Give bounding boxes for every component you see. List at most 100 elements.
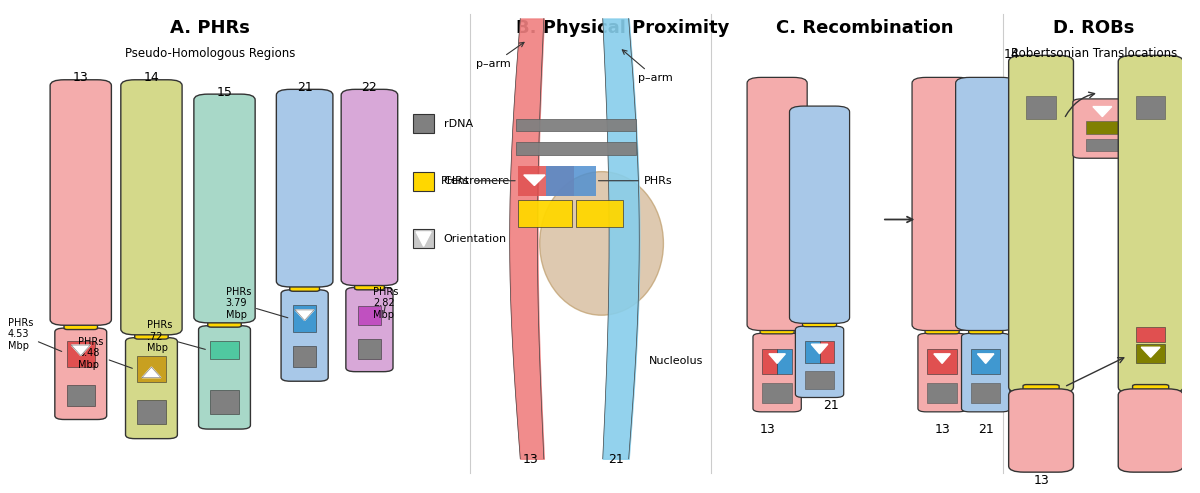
FancyBboxPatch shape — [1009, 389, 1074, 472]
Bar — [358, 306, 382, 325]
Text: 21: 21 — [978, 423, 994, 436]
Bar — [1136, 327, 1165, 342]
Bar — [1086, 139, 1118, 151]
FancyBboxPatch shape — [925, 323, 959, 334]
Text: PHRs: PHRs — [440, 176, 515, 186]
Bar — [971, 349, 1001, 374]
Polygon shape — [142, 367, 161, 378]
Bar — [928, 383, 956, 403]
Text: 13: 13 — [1033, 474, 1049, 487]
Text: Robertsonian Translocations: Robertsonian Translocations — [1010, 47, 1177, 60]
FancyBboxPatch shape — [354, 279, 384, 290]
Text: PHRs
4.53
Mbp: PHRs 4.53 Mbp — [7, 317, 61, 352]
Bar — [1026, 96, 1056, 119]
Text: 21: 21 — [296, 81, 312, 94]
FancyBboxPatch shape — [194, 94, 256, 323]
Bar — [805, 341, 820, 363]
Text: 14: 14 — [144, 71, 160, 84]
Text: rDNA: rDNA — [444, 119, 473, 129]
Bar — [137, 400, 166, 423]
Text: Centromere: Centromere — [444, 176, 510, 186]
FancyBboxPatch shape — [1118, 55, 1183, 393]
Text: 13: 13 — [523, 453, 539, 466]
Polygon shape — [1093, 106, 1111, 117]
Bar — [137, 356, 166, 382]
Bar — [971, 383, 1001, 403]
Text: 15: 15 — [216, 85, 233, 99]
Text: PHRs
3.79
Mbp: PHRs 3.79 Mbp — [226, 286, 288, 320]
Text: PHRs
6.48
Mbp: PHRs 6.48 Mbp — [78, 337, 132, 370]
Bar — [210, 390, 239, 414]
Text: 13: 13 — [935, 423, 950, 436]
FancyBboxPatch shape — [126, 338, 178, 439]
Bar — [762, 349, 778, 374]
FancyBboxPatch shape — [121, 80, 182, 335]
Text: p–arm: p–arm — [623, 50, 673, 83]
Polygon shape — [934, 354, 950, 363]
Text: 14: 14 — [1004, 48, 1020, 61]
Polygon shape — [295, 310, 314, 320]
FancyBboxPatch shape — [968, 323, 1003, 334]
Bar — [805, 371, 834, 389]
FancyBboxPatch shape — [918, 333, 966, 412]
Text: p–arm: p–arm — [475, 42, 524, 69]
Bar — [576, 200, 623, 227]
Polygon shape — [71, 345, 90, 355]
FancyBboxPatch shape — [1133, 385, 1169, 395]
Bar — [546, 166, 595, 196]
Bar — [413, 229, 434, 248]
FancyBboxPatch shape — [198, 326, 251, 429]
FancyBboxPatch shape — [912, 77, 972, 330]
Bar — [1136, 344, 1165, 363]
Polygon shape — [1141, 347, 1160, 357]
Bar — [516, 118, 636, 131]
Polygon shape — [811, 344, 828, 354]
Bar — [762, 383, 792, 403]
FancyBboxPatch shape — [961, 333, 1010, 412]
Text: 13: 13 — [73, 71, 89, 84]
Bar — [1086, 121, 1118, 134]
Text: C. Recombination: C. Recombination — [775, 19, 953, 36]
Polygon shape — [769, 354, 785, 363]
Text: PHRs
2.82
Mbp: PHRs 2.82 Mbp — [373, 286, 398, 320]
FancyBboxPatch shape — [1024, 385, 1060, 395]
FancyBboxPatch shape — [50, 80, 112, 325]
Text: 13: 13 — [760, 423, 775, 436]
Polygon shape — [416, 232, 431, 246]
FancyBboxPatch shape — [346, 287, 394, 372]
Text: Pseudo-Homologous Regions: Pseudo-Homologous Regions — [125, 47, 295, 60]
Bar — [778, 349, 792, 374]
Bar — [413, 114, 434, 134]
Bar — [358, 340, 382, 358]
Text: 21: 21 — [608, 453, 624, 466]
FancyBboxPatch shape — [796, 326, 844, 397]
Bar — [293, 347, 317, 367]
FancyBboxPatch shape — [748, 77, 808, 330]
FancyBboxPatch shape — [1073, 99, 1132, 158]
FancyBboxPatch shape — [64, 318, 97, 329]
Text: PHRs
.72
Mbp: PHRs .72 Mbp — [146, 320, 205, 353]
Text: D. ROBs: D. ROBs — [1054, 19, 1135, 36]
FancyBboxPatch shape — [752, 333, 802, 412]
FancyBboxPatch shape — [289, 280, 319, 291]
FancyBboxPatch shape — [341, 89, 397, 285]
FancyBboxPatch shape — [1009, 55, 1074, 393]
FancyBboxPatch shape — [134, 328, 168, 339]
Bar — [293, 305, 317, 332]
Text: Orientation: Orientation — [444, 234, 506, 244]
Bar — [413, 172, 434, 191]
FancyBboxPatch shape — [760, 323, 794, 334]
Bar — [210, 341, 239, 359]
Bar — [1136, 96, 1165, 119]
FancyBboxPatch shape — [1118, 389, 1183, 472]
FancyBboxPatch shape — [276, 89, 332, 287]
Text: B. Physical Proximity: B. Physical Proximity — [516, 19, 730, 36]
Text: 22: 22 — [361, 81, 377, 94]
Text: Nucleolus: Nucleolus — [649, 355, 703, 366]
Ellipse shape — [540, 172, 664, 315]
Text: 21: 21 — [823, 399, 839, 412]
Bar — [820, 341, 834, 363]
Polygon shape — [523, 175, 545, 185]
Bar — [518, 200, 572, 227]
FancyBboxPatch shape — [208, 316, 241, 327]
